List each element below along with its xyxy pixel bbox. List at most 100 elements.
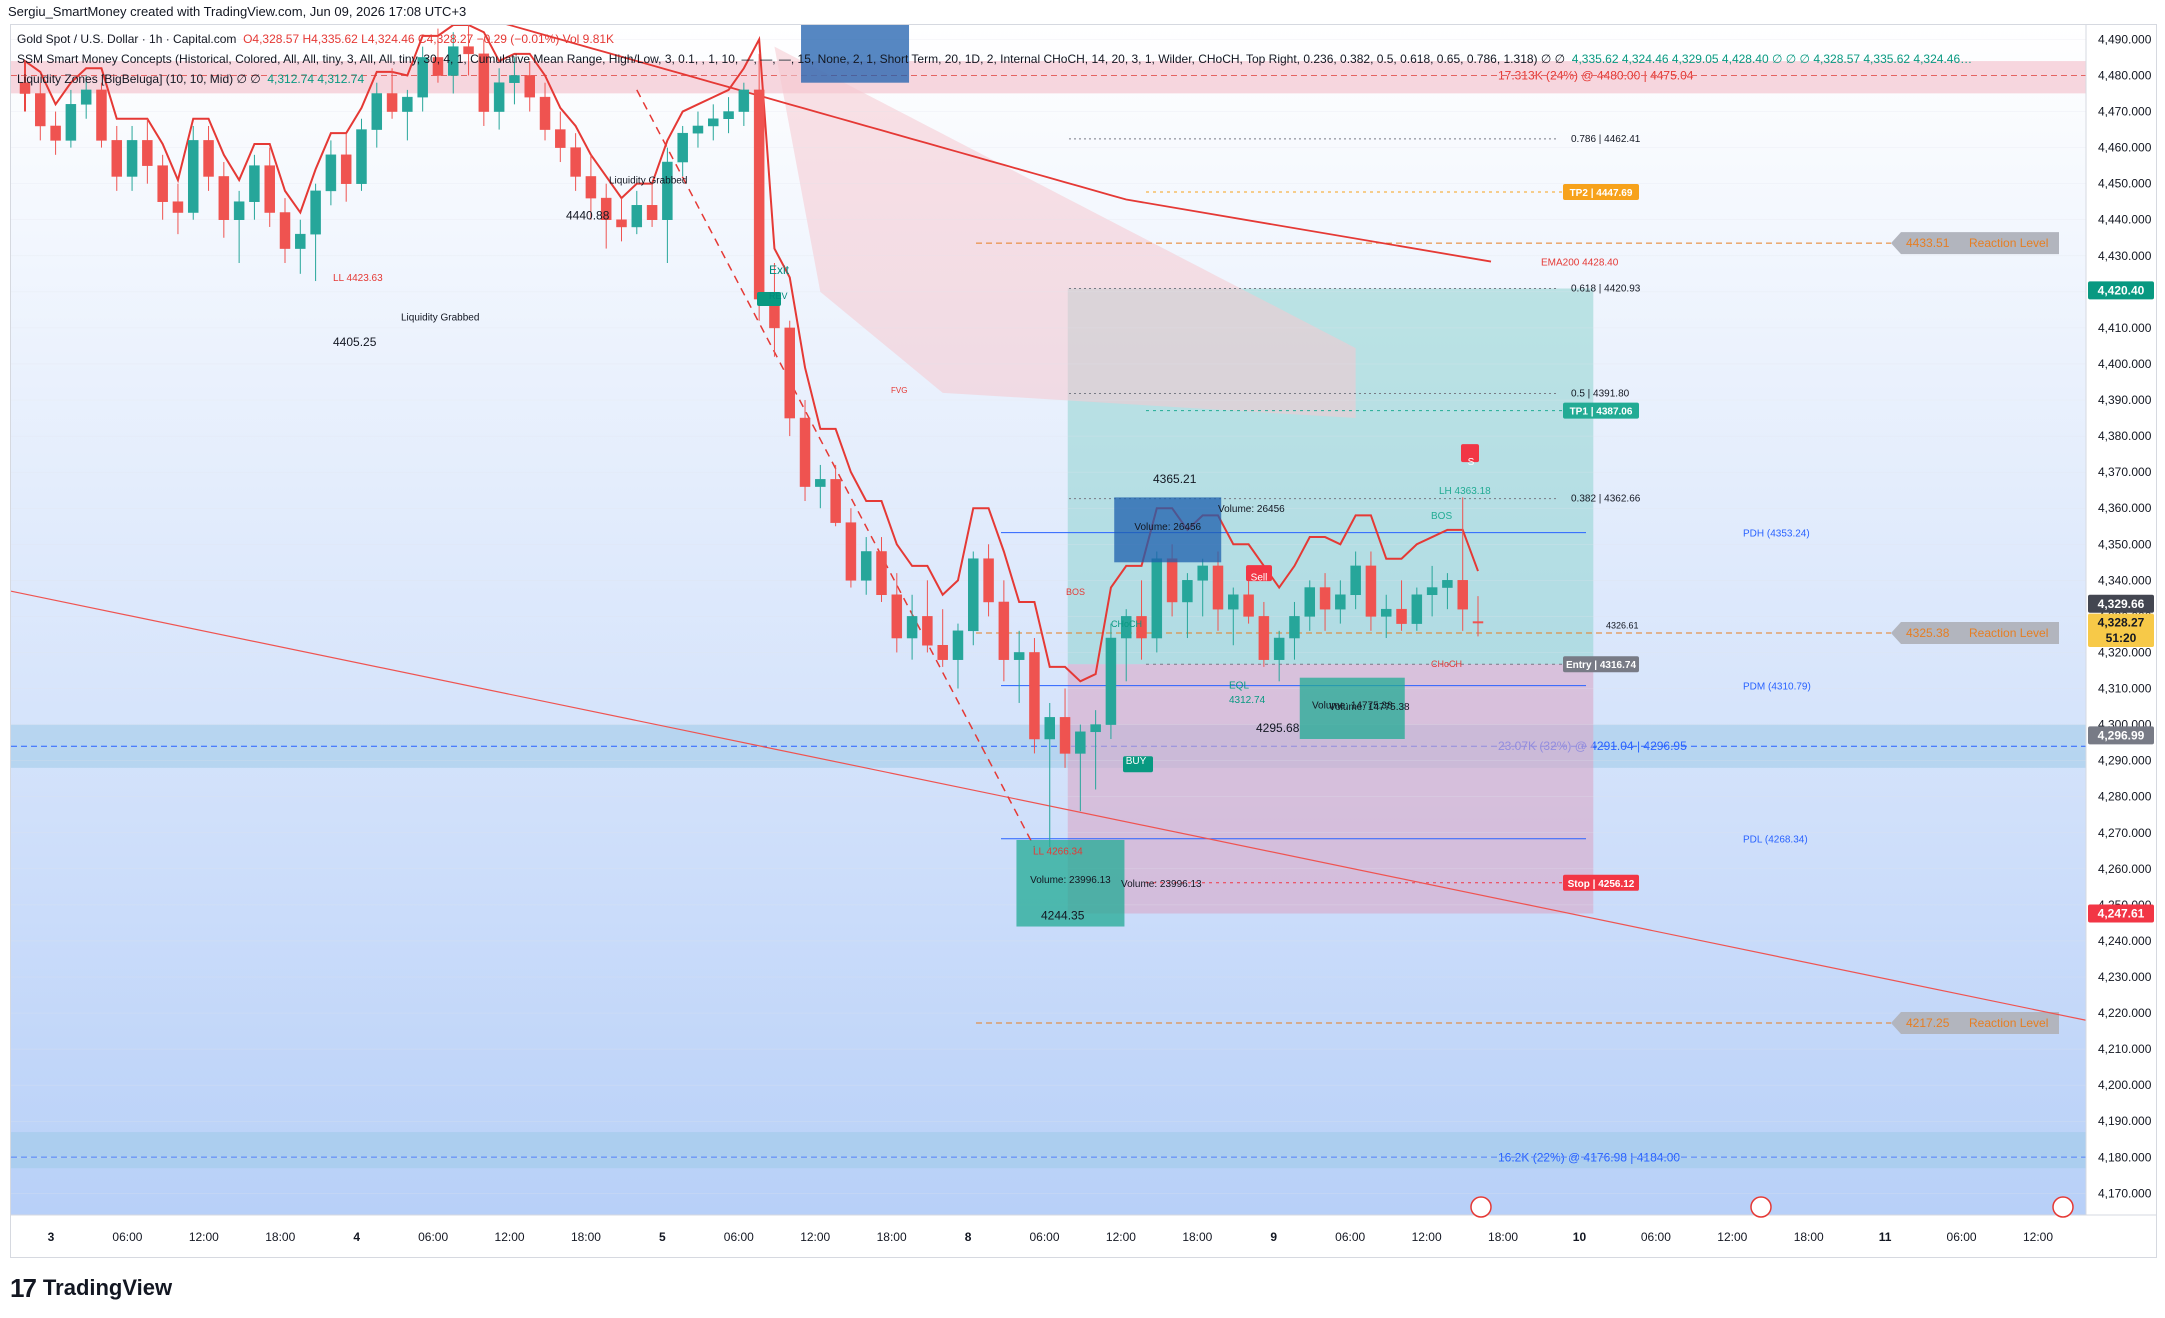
candle-body — [524, 75, 535, 98]
buy-badge — [1123, 756, 1153, 773]
candle-body — [1120, 616, 1132, 639]
chart-annotation: 4440.88 — [566, 209, 610, 223]
economic-event-flag-icon — [1470, 1196, 1492, 1218]
chart-annotation: Volume: 14775.38 — [1329, 702, 1410, 713]
candle-body — [616, 219, 627, 228]
candle-body — [1075, 731, 1086, 754]
time-axis-tick: 06:00 — [1335, 1230, 1365, 1244]
time-axis-tick: 8 — [965, 1230, 972, 1244]
price-axis-tick: 4,230.000 — [2098, 970, 2152, 984]
candle-body — [662, 161, 673, 220]
chart-legend: Gold Spot / U.S. Dollar · 1h · Capital.c… — [17, 29, 1972, 89]
reaction-level-price: 4433.51 — [1906, 236, 1950, 250]
reversal-badge — [757, 292, 781, 307]
price-axis-tick: 4,320.000 — [2098, 645, 2152, 659]
candle-body — [585, 176, 597, 199]
time-axis-tick: 06:00 — [418, 1230, 448, 1244]
indicator-liquidity-title[interactable]: Liquidity Zones [BigBeluga] (10, 10, Mid… — [17, 72, 261, 86]
time-axis-tick: 12:00 — [1717, 1230, 1747, 1244]
candle-body — [539, 96, 551, 130]
candle-body — [249, 165, 260, 202]
volume-box — [1016, 839, 1125, 927]
symbol-description[interactable]: Gold Spot / U.S. Dollar · 1h · Capital.c… — [17, 32, 237, 46]
volume-box-top — [801, 25, 910, 83]
chart-annotation: LH 4363.18 — [1439, 486, 1491, 497]
candle-body — [876, 551, 887, 596]
candle-body — [784, 327, 795, 419]
reaction-level-badge — [1891, 622, 2059, 645]
chart-annotation: 4295.68 — [1256, 721, 1300, 735]
candle-body — [295, 233, 306, 249]
trade-level-label: TP1 | 4387.06 — [1570, 407, 1633, 418]
chart-annotation: BOS — [1431, 511, 1452, 522]
candle-body — [906, 616, 918, 639]
time-axis-tick: 18:00 — [1182, 1230, 1212, 1244]
trendline — [11, 590, 2087, 1021]
chart-annotation: EQL — [1229, 681, 1249, 692]
candle-body — [692, 125, 704, 134]
price-tag-label: 4,328.27 — [2098, 616, 2145, 630]
candle-body — [952, 630, 964, 660]
price-tag — [2088, 281, 2154, 300]
chart-panel[interactable]: 17.313K (24%) @ 4480.00 | 4475.0423.07K … — [10, 24, 2157, 1258]
trade-level-badge — [1563, 183, 1639, 200]
pd-level-label: PDH (4353.24) — [1743, 529, 1810, 540]
volume-box-label: Volume: 26456 — [1134, 522, 1201, 533]
candle-body — [356, 129, 367, 184]
candle-body — [1090, 724, 1101, 733]
candle-body — [80, 89, 92, 105]
candle-body — [799, 417, 811, 487]
time-axis-tick: 18:00 — [1488, 1230, 1518, 1244]
price-chart: 17.313K (24%) @ 4480.00 | 4475.0423.07K … — [11, 25, 2156, 1257]
supertrend-line — [24, 25, 1479, 683]
candle-body — [1365, 565, 1377, 617]
indicator-liquidity-values: 4,312.74 4,312.74 — [267, 72, 365, 86]
time-axis-tick: 3 — [48, 1230, 55, 1244]
candle-body — [555, 129, 566, 148]
candle-body — [1151, 558, 1163, 639]
candle-body — [1426, 587, 1438, 596]
price-tag-label: 4,296.99 — [2098, 728, 2145, 742]
liquidity-zone-band — [11, 61, 2086, 94]
brand-footer: 17 TradingView — [10, 1268, 172, 1308]
volume-box — [1299, 677, 1405, 739]
candle-body — [417, 57, 428, 98]
candle-body — [432, 57, 444, 76]
candle-body — [1136, 616, 1147, 639]
chart-annotation: BOS — [1066, 587, 1085, 597]
candle-body — [233, 201, 245, 220]
candle-body — [1105, 637, 1117, 725]
time-axis-tick: 11 — [1879, 1230, 1892, 1244]
price-tag-label: 51:20 — [2106, 631, 2137, 645]
price-tag — [2088, 594, 2154, 613]
short-signal-badge — [1461, 444, 1479, 463]
time-axis-tick: 5 — [659, 1230, 666, 1244]
candle-body — [600, 197, 612, 220]
candle-body — [1182, 580, 1193, 603]
candle-body — [891, 594, 903, 639]
chart-annotation: Exit — [769, 263, 790, 277]
chart-annotation: Volume: 23996.13 — [1121, 879, 1202, 890]
chart-annotation: Sell — [1251, 572, 1268, 583]
price-axis-tick: 4,370.000 — [2098, 465, 2152, 479]
price-axis-tick: 4,220.000 — [2098, 1006, 2152, 1020]
candle-body — [677, 132, 688, 163]
candle-body — [264, 165, 275, 213]
price-tag-label: 4,420.40 — [2098, 283, 2145, 297]
candle-body — [50, 125, 61, 141]
candle-body — [187, 140, 199, 213]
candle-body — [1396, 608, 1407, 624]
trade-level-label: TP2 | 4447.69 — [1570, 188, 1633, 199]
price-tag — [2088, 613, 2154, 632]
indicator-ssm-title[interactable]: SSM Smart Money Concepts (Historical, Co… — [17, 52, 1566, 66]
chart-annotation: LL 4423.63 — [333, 273, 383, 284]
price-axis-tick: 4,350.000 — [2098, 537, 2152, 551]
candle-body — [1472, 621, 1484, 624]
time-axis-tick: 18:00 — [571, 1230, 601, 1244]
candle-body — [463, 46, 474, 55]
time-axis-tick: 9 — [1270, 1230, 1277, 1244]
candle-body — [478, 53, 490, 112]
tradingview-wordmark[interactable]: TradingView — [42, 1275, 173, 1300]
price-axis-tick: 4,310.000 — [2098, 682, 2152, 696]
candle-body — [738, 89, 750, 112]
